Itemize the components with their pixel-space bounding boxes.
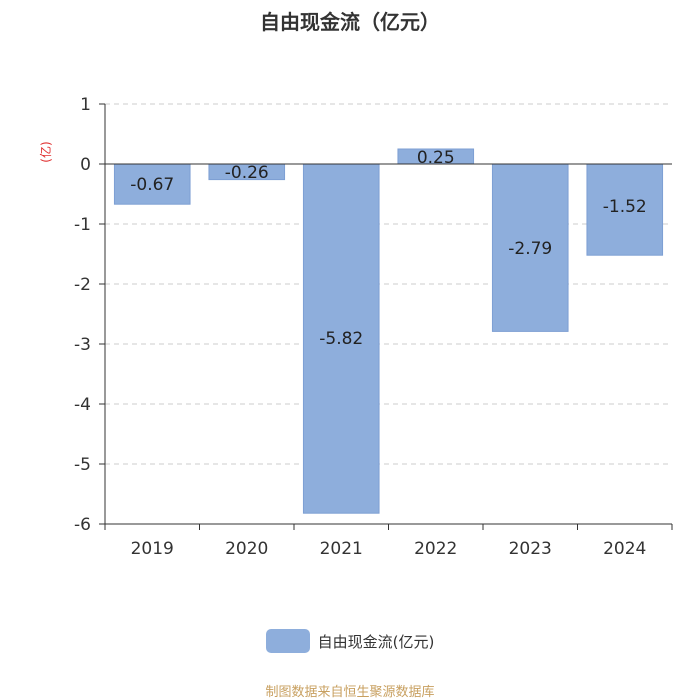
bar-2024 [586,163,664,256]
x-tick-label: 2019 [131,539,174,559]
legend[interactable]: 自由现金流(亿元) [0,629,700,653]
data-label: -1.52 [603,197,647,217]
y-tick-label: -4 [74,395,91,415]
y-tick-label: -2 [74,275,91,295]
source-note: 制图数据来自恒生聚源数据库 [265,685,435,700]
y-tick-label: -1 [74,215,91,235]
chart-title: 自由现金流（亿元） [260,10,440,34]
y-tick-label: -6 [74,515,91,535]
data-label: -5.82 [319,329,363,349]
data-label: -0.26 [225,163,269,183]
y-tick-label: 0 [80,155,91,175]
x-tick-label: 2020 [225,539,268,559]
x-tick-label: 2023 [509,539,552,559]
bar-2023 [491,163,569,332]
bar-2021 [302,163,380,514]
data-label: 0.25 [417,148,455,168]
legend-swatch [265,629,310,653]
legend-label: 自由现金流(亿元) [317,632,435,651]
x-tick-label: 2022 [414,539,457,559]
data-label: -0.67 [130,175,174,195]
y-tick-label: -3 [74,335,91,355]
y-axis-label: (亿) [38,141,53,162]
y-tick-label: -5 [74,455,91,475]
x-tick-label: 2024 [603,539,646,559]
data-label: -2.79 [508,239,552,259]
y-tick-label: 1 [80,95,91,115]
x-tick-label: 2021 [320,539,363,559]
